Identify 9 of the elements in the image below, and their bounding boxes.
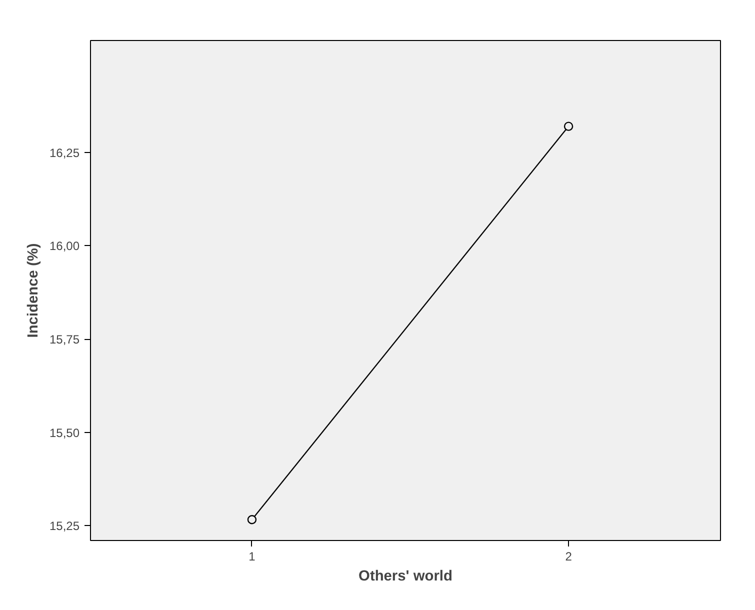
x-tick-label: 2 <box>565 550 572 564</box>
y-tick-label: 16,25 <box>49 146 80 160</box>
y-axis-title: Incidence (%) <box>25 243 42 338</box>
y-tick-label: 16,00 <box>49 239 80 254</box>
y-tick-label: 15,50 <box>49 426 80 440</box>
x-tick-label: 1 <box>248 550 256 564</box>
y-tick-label: 15,75 <box>49 332 80 347</box>
x-axis-title: Others' world <box>358 568 452 584</box>
y-tick-label: 15,25 <box>49 519 80 534</box>
